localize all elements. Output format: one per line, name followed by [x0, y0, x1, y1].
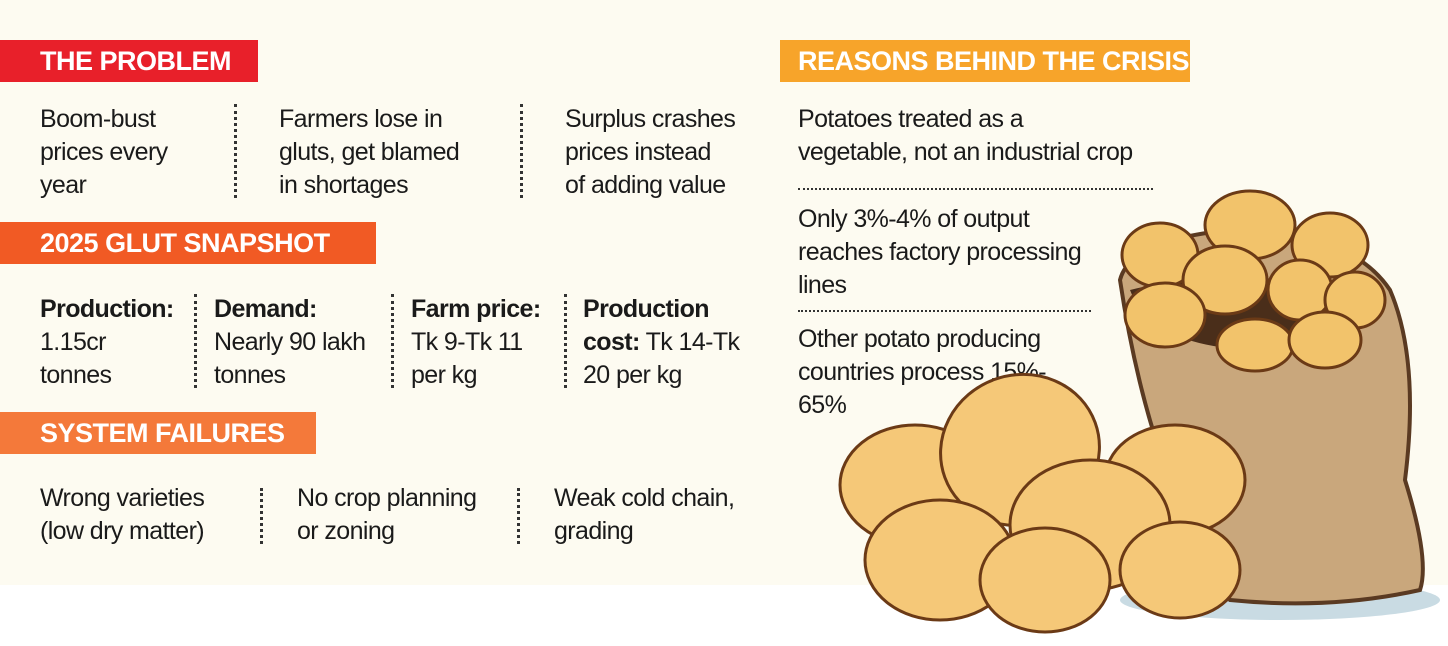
failure-item: Weak cold chain, grading [554, 484, 735, 545]
reason-item: Potatoes treated as a vegetable, not an … [798, 105, 1133, 166]
label: Production: [40, 295, 174, 323]
divider [798, 310, 1091, 312]
potatoes-pile [838, 372, 1247, 634]
value: 1.15cr tonnes [40, 328, 112, 389]
problem-item: Surplus crashes prices instead of adding… [565, 105, 736, 199]
divider [260, 488, 263, 544]
divider [391, 294, 394, 388]
problem-item: Farmers lose in gluts, get blamed in sho… [279, 105, 460, 199]
label: Production cost: [583, 295, 710, 356]
failure-item: Wrong varieties (low dry matter) [40, 484, 205, 545]
label: Demand: [214, 295, 317, 323]
value: Tk 9-Tk 11 per kg [411, 328, 523, 389]
snapshot-header: 2025 GLUT SNAPSHOT [0, 222, 376, 264]
divider [194, 294, 197, 388]
value: Nearly 90 lakh tonnes [214, 328, 366, 389]
reason-item: Only 3%-4% of output reaches factory pro… [798, 205, 1082, 299]
failures-header: SYSTEM FAILURES [0, 412, 316, 454]
potato-sack-illustration [838, 189, 1440, 634]
snapshot-production: Production: 1.15cr tonnes [40, 293, 174, 392]
divider [798, 188, 1153, 190]
reasons-header: REASONS BEHIND THE CRISIS [780, 40, 1190, 82]
divider [564, 294, 567, 388]
problem-header: THE PROBLEM [0, 40, 258, 82]
divider [517, 488, 520, 544]
snapshot-farm-price: Farm price: Tk 9-Tk 11 per kg [411, 293, 541, 392]
failure-item: No crop planning or zoning [297, 484, 477, 545]
label: Farm price: [411, 295, 541, 323]
divider [234, 104, 237, 198]
divider [520, 104, 523, 198]
snapshot-production-cost: Production cost: Tk 14-Tk 20 per kg [583, 293, 740, 392]
value: Tk 14-Tk 20 per kg [583, 328, 740, 389]
potatoes-in-sack [1120, 189, 1387, 373]
snapshot-demand: Demand: Nearly 90 lakh tonnes [214, 293, 366, 392]
problem-item: Boom-bust prices every year [40, 105, 168, 199]
